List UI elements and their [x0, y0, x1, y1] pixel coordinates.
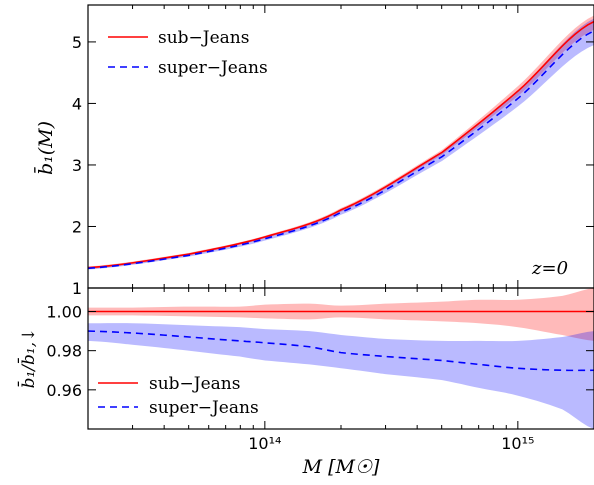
bottom-ytick-label: 0.98	[46, 342, 82, 361]
bottom-ylabel: b̄₁/b̄₁,↓	[16, 328, 39, 389]
bottom-ytick-label: 1.00	[46, 303, 82, 322]
bottom-legend-label-super: super−Jeans	[149, 398, 259, 418]
bottom-legend: sub−Jeans super−Jeans	[98, 374, 259, 418]
top-ytick-label: 5	[72, 33, 82, 52]
bottom-line-super-jeans	[87, 330, 594, 372]
top-panel: 1 2 3 4 5 z=0 b̄₁(M) sub−Jeans super−Jeans	[33, 4, 594, 298]
bottom-ytick-label: 0.96	[46, 381, 82, 400]
top-ylabel: b̄₁(M)	[33, 121, 57, 175]
bottom-band-sub-jeans	[88, 288, 594, 341]
bottom-legend-label-sub: sub−Jeans	[149, 374, 240, 394]
top-ytick-label: 4	[72, 94, 82, 113]
top-ytick-label: 1	[72, 279, 82, 298]
top-annotation: z=0	[531, 258, 568, 279]
top-legend: sub−Jeans super−Jeans	[108, 28, 268, 78]
xtick-label: 10¹⁵	[501, 434, 534, 453]
top-ytick-label: 3	[72, 156, 82, 175]
top-ytick-label: 2	[72, 217, 82, 236]
top-band-sub-jeans	[88, 15, 594, 269]
xtick-label: 10¹⁴	[248, 434, 281, 453]
top-line-super-jeans	[87, 30, 594, 270]
bottom-panel: 0.96 0.98 1.00 10¹⁴ 10¹⁵ b̄₁/b̄₁,↓ M [M☉] su…	[16, 287, 594, 478]
bottom-band-super-jeans	[88, 323, 594, 429]
top-line-sub-jeans	[87, 20, 594, 269]
top-band-super-jeans	[88, 18, 594, 270]
bottom-frame	[87, 287, 594, 430]
x-axis-label: M [M☉]	[302, 456, 380, 478]
top-legend-label-super: super−Jeans	[158, 58, 268, 78]
top-legend-label-sub: sub−Jeans	[158, 28, 249, 48]
